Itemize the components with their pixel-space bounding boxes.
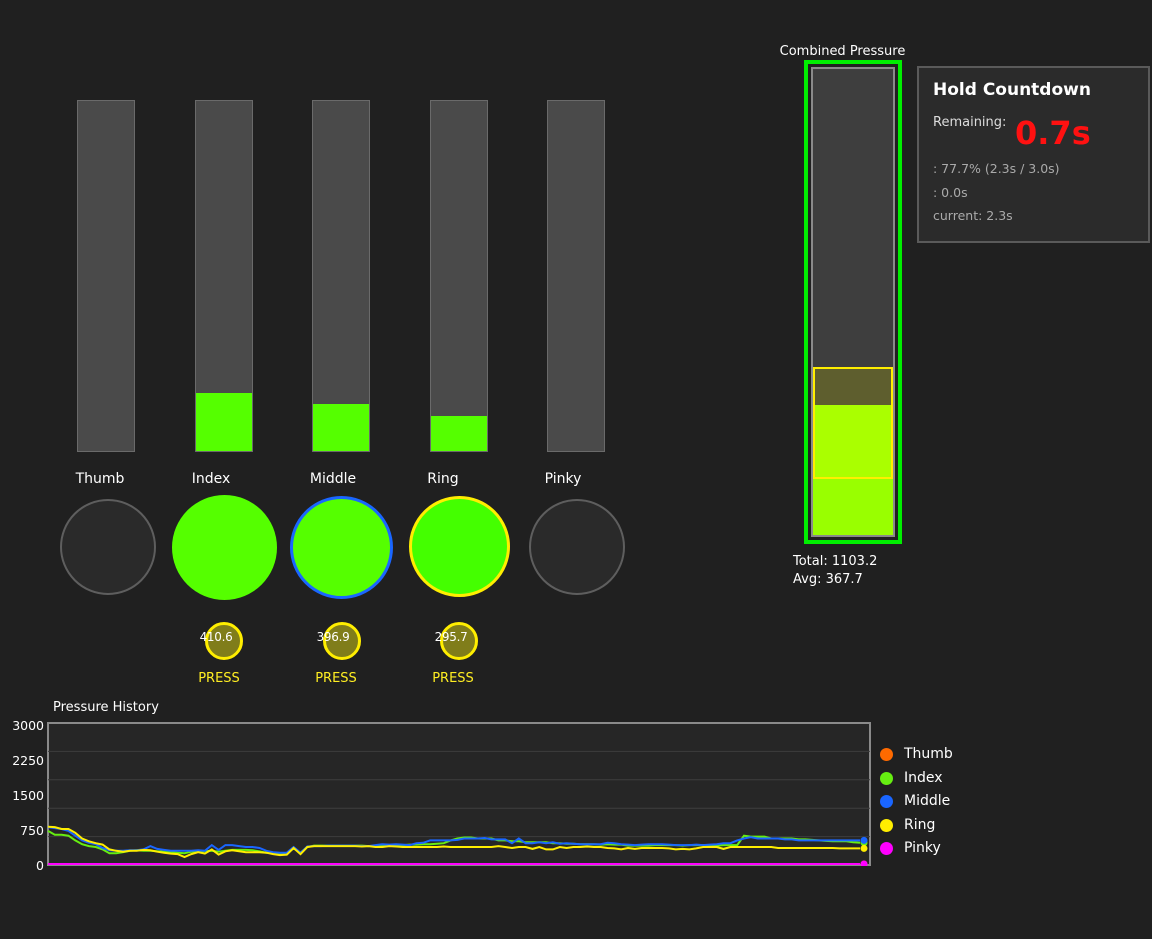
finger-fill-ring (431, 416, 487, 451)
legend-swatch-thumb (880, 748, 893, 761)
hold-elapsed-line: : 0.0s (933, 185, 968, 200)
y-tick-label: 750 (20, 823, 44, 838)
legend-label-thumb: Thumb (904, 746, 953, 762)
legend-swatch-index (880, 772, 893, 785)
combined-pressure-gauge (804, 60, 902, 544)
y-tick-label: 2250 (12, 753, 44, 768)
threshold-band-upper (815, 369, 891, 406)
series-endpoint-pinky (860, 860, 868, 866)
combined-total: Total: 1103.2 (793, 554, 878, 569)
combined-pressure-title: Combined Pressure (779, 44, 906, 59)
press-indicator-middle (323, 622, 361, 660)
pressure-value-middle: 396.9 (316, 630, 350, 644)
finger-bar-pinky (547, 100, 605, 452)
pressure-value-ring: 295.7 (434, 630, 468, 644)
pressure-value-index: 410.6 (199, 630, 233, 644)
hold-current-line: current: 2.3s (933, 208, 1013, 223)
press-indicator-index (205, 622, 243, 660)
finger-label-middle: Middle (309, 471, 357, 487)
press-state-middle: PRESS (315, 671, 357, 686)
finger-label-pinky: Pinky (544, 471, 582, 487)
press-indicator-ring (440, 622, 478, 660)
finger-bar-ring (430, 100, 488, 452)
finger-indicator-ring (409, 496, 510, 597)
legend-label-ring: Ring (904, 817, 936, 833)
finger-bar-middle (312, 100, 370, 452)
hold-countdown-title: Hold Countdown (933, 80, 1091, 100)
hold-progress-line: : 77.7% (2.3s / 3.0s) (933, 161, 1060, 176)
finger-indicator-index (172, 495, 277, 600)
y-tick-label: 1500 (12, 788, 44, 803)
press-state-ring: PRESS (432, 671, 474, 686)
finger-fill-index (196, 392, 252, 451)
threshold-band (813, 367, 893, 480)
finger-indicator-pinky (529, 499, 625, 595)
legend-swatch-ring (880, 819, 893, 832)
remaining-value: 0.7s (1015, 114, 1091, 152)
remaining-label: Remaining: (933, 115, 1007, 130)
pressure-history-title: Pressure History (53, 700, 159, 715)
finger-indicator-thumb (60, 499, 156, 595)
y-tick-label: 0 (36, 858, 44, 873)
legend-swatch-middle (880, 795, 893, 808)
series-endpoint-middle (860, 836, 868, 844)
y-tick-label: 3000 (12, 718, 44, 733)
finger-fill-middle (313, 404, 369, 451)
chart-plot-area (47, 722, 871, 866)
hold-countdown-panel: Hold Countdown Remaining: 0.7s : 77.7% (… (917, 66, 1150, 243)
finger-indicator-middle (290, 496, 393, 599)
series-endpoint-ring (860, 844, 868, 852)
legend-label-pinky: Pinky (904, 840, 941, 856)
combined-pressure-track (811, 67, 895, 537)
press-state-index: PRESS (198, 671, 240, 686)
series-line-ring (47, 825, 860, 859)
legend-label-index: Index (904, 770, 943, 786)
series-line-middle (47, 826, 860, 855)
legend-label-middle: Middle (904, 793, 951, 809)
legend-swatch-pinky (880, 842, 893, 855)
finger-label-ring: Ring (427, 471, 459, 487)
combined-average: Avg: 367.7 (793, 572, 863, 587)
pressure-history-chart (47, 722, 871, 866)
finger-label-thumb: Thumb (75, 471, 125, 487)
threshold-band-lower (815, 405, 891, 478)
finger-bar-thumb (77, 100, 135, 452)
finger-bar-index (195, 100, 253, 452)
finger-label-index: Index (191, 471, 231, 487)
